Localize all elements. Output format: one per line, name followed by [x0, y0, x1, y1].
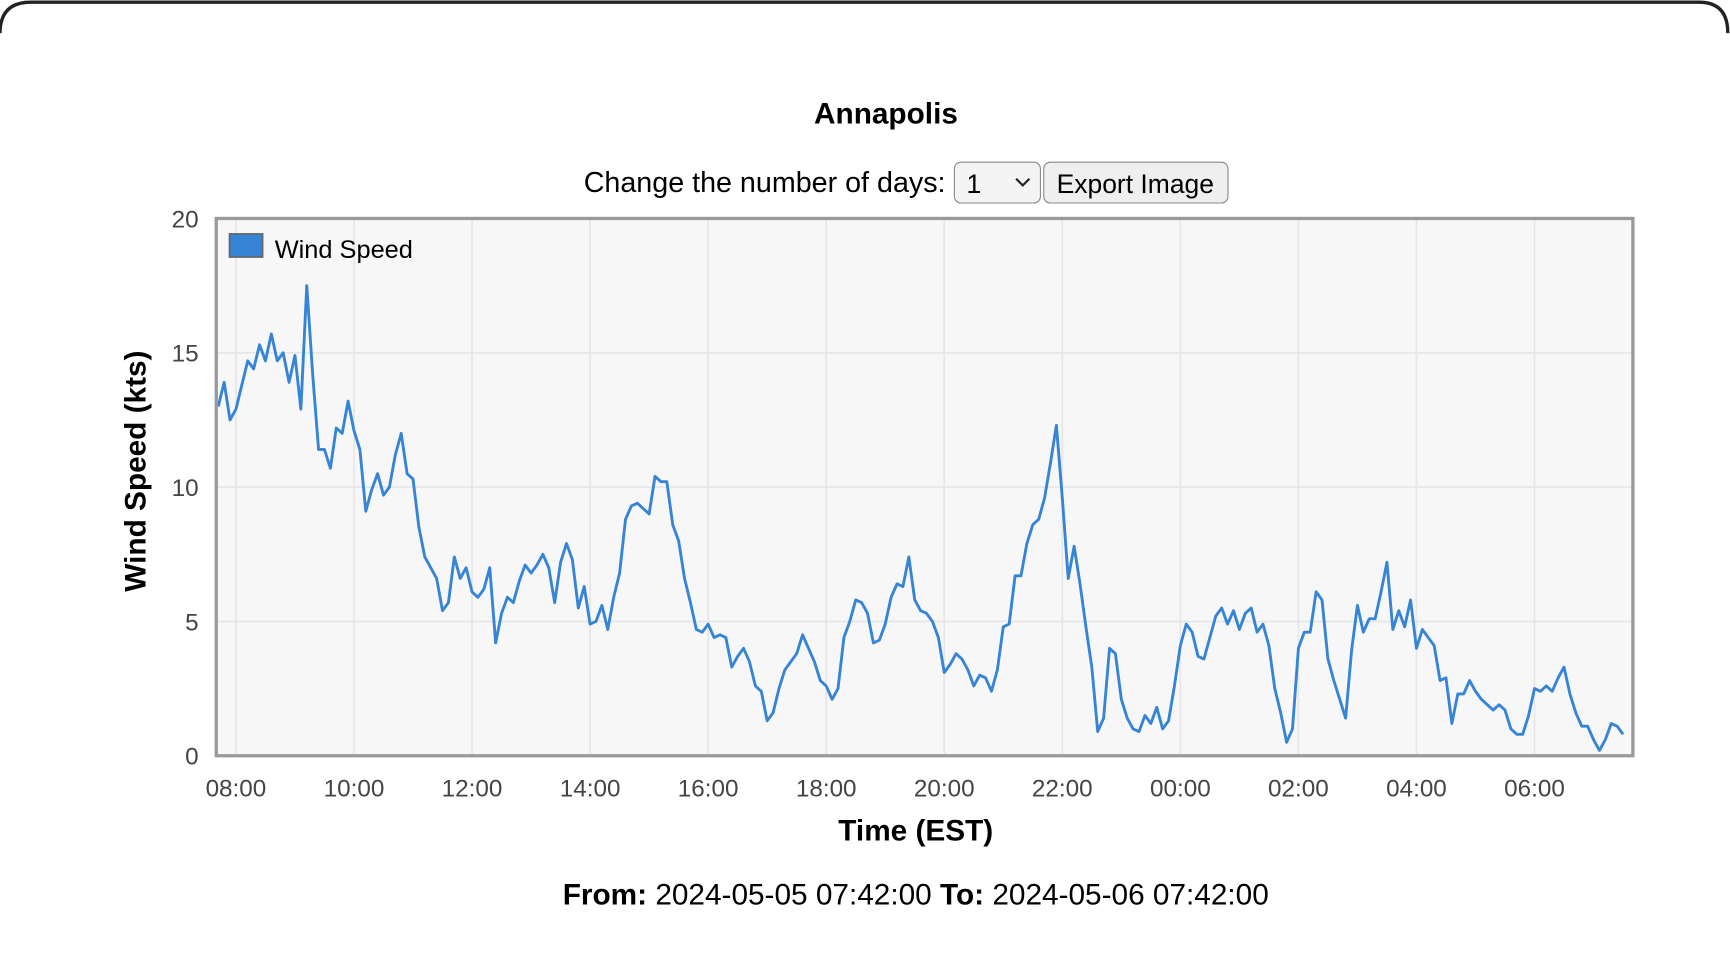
select-caret: [1015, 177, 1031, 187]
x-tick-label: 10:00: [324, 776, 385, 803]
plot-border: [214, 216, 1635, 758]
y-axis-label: Wind Speed (kts): [120, 351, 153, 592]
from-label: From:: [563, 879, 647, 912]
y-tick-label: 10: [172, 475, 199, 502]
days-label: Change the number of days:: [584, 167, 946, 199]
y-tick-label: 0: [185, 744, 199, 771]
x-tick-label: 16:00: [678, 776, 739, 803]
x-tick-label: 02:00: [1268, 776, 1329, 803]
to-label: To:: [940, 879, 984, 912]
x-tick-label: 08:00: [206, 776, 267, 803]
y-tick-label: 15: [172, 341, 199, 368]
legend-label: Wind Speed: [275, 236, 413, 264]
x-tick-label: 00:00: [1150, 776, 1211, 803]
x-tick-label: 04:00: [1386, 776, 1447, 803]
days-select[interactable]: 1: [953, 161, 1041, 204]
export-button[interactable]: Export Image: [1043, 161, 1229, 204]
x-tick-label: 22:00: [1032, 776, 1093, 803]
x-tick-label: 06:00: [1504, 776, 1565, 803]
legend-swatch: [228, 233, 264, 258]
legend: Wind Speed: [228, 233, 413, 264]
chart-title: Annapolis: [814, 98, 958, 131]
x-tick-label: 12:00: [442, 776, 503, 803]
date-range: From: 2024-05-05 07:42:00 To: 2024-05-06…: [563, 879, 1269, 912]
x-tick-label: 14:00: [560, 776, 621, 803]
y-tick-label: 20: [172, 206, 199, 233]
x-tick-label: 18:00: [796, 776, 857, 803]
to-date: 2024-05-06 07:42:00: [992, 879, 1268, 912]
x-tick-label: 20:00: [914, 776, 975, 803]
x-axis-label: Time (EST): [838, 815, 993, 848]
y-tick-label: 5: [185, 609, 199, 636]
select-box[interactable]: [953, 161, 1041, 204]
marks: [216, 284, 1625, 752]
button-label[interactable]: Export Image: [1057, 169, 1214, 199]
wind-speed-line: [216, 284, 1625, 752]
from-date: 2024-05-05 07:42:00: [655, 879, 931, 912]
button-box[interactable]: [1043, 161, 1229, 204]
window-edge: [0, 0, 1730, 34]
select-value[interactable]: 1: [967, 169, 982, 199]
